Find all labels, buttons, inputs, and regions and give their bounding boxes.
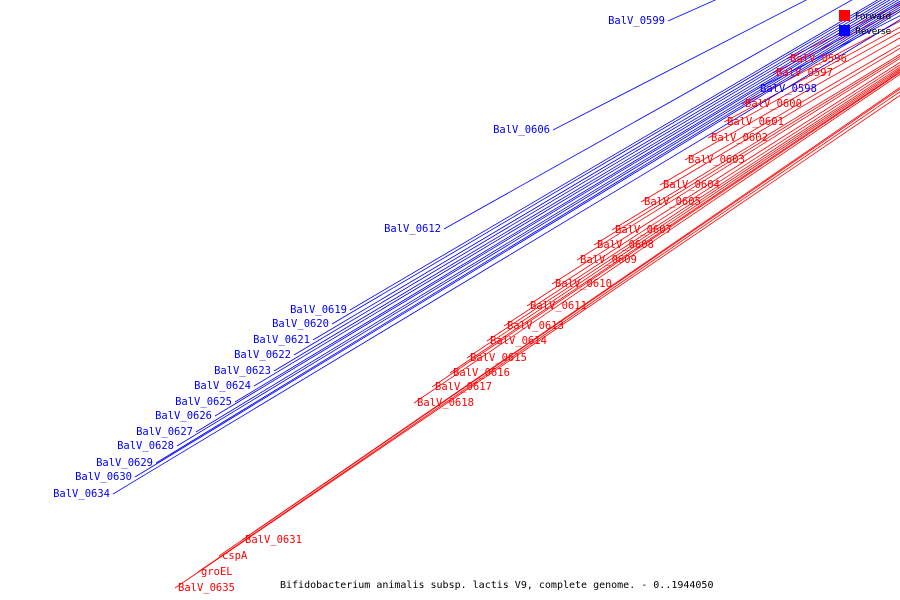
gene-balv-0621-leader [312,0,887,341]
gene-balv-0635-leader [174,94,900,589]
gene-balv-0614-label[interactable]: BalV_0614 [490,335,547,347]
gene-balv-0611-leader [526,64,900,307]
gene-balv-0624-label[interactable]: BalV_0624 [194,380,251,392]
gene-balv-0618-leader [413,73,900,404]
legend-swatch-reverse [839,25,850,36]
gene-balv-0602-label[interactable]: BalV_0602 [711,132,768,144]
gene-balv-0608-label[interactable]: BalV_0608 [597,239,654,251]
gene-balv-0612-leader [443,0,853,230]
gene-balv-0629-label[interactable]: BalV_0629 [96,457,153,469]
gene-cspa-label[interactable]: cspA [222,550,248,562]
gene-balv-0597-label[interactable]: BalV_0597 [776,67,833,79]
gene-balv-0604-leader [659,44,900,186]
gene-balv-0610-label[interactable]: BalV_0610 [555,278,612,290]
gene-balv-0620-leader [331,0,882,325]
gene-balv-0609-label[interactable]: BalV_0609 [580,254,637,266]
gene-balv-0596-label[interactable]: BalV_0596 [790,53,847,65]
gene-balv-0634-leader [112,19,900,495]
gene-balv-0618-label[interactable]: BalV_0618 [417,397,474,409]
gene-balv-0615-label[interactable]: BalV_0615 [470,352,527,364]
gene-groel-leader [197,91,900,573]
legend-item-reverse: Reverse [839,25,892,37]
gene-balv-0612-label[interactable]: BalV_0612 [384,223,441,235]
gene-balv-0616-label[interactable]: BalV_0616 [453,367,510,379]
gene-cspa-leader [218,88,900,557]
map-caption: Bifidobacterium animalis subsp. lactis V… [280,580,713,591]
gene-labels: BalV_0596 BalV_0597 BalV_0598 BalV_0599 BalV… [53,15,847,594]
gene-balv-0604-label[interactable]: BalV_0604 [663,179,720,191]
gene-balv-0610-leader [551,61,900,285]
gene-balv-0601-leader [723,26,900,123]
gene-balv-0606-leader [552,0,807,131]
gene-balv-0629-leader [155,8,900,464]
gene-balv-0631-label[interactable]: BalV_0631 [245,534,302,546]
gene-balv-0625-leader [234,0,900,403]
gene-balv-0605-label[interactable]: BalV_0605 [644,196,701,208]
gene-balv-0607-leader [611,53,900,231]
gene-balv-0619-leader [349,0,879,311]
gene-balv-0631-leader [241,86,900,541]
gene-balv-0598-label[interactable]: BalV_0598 [760,83,817,95]
gene-balv-0598-leader [756,15,900,90]
gene-balv-0628-label[interactable]: BalV_0628 [117,440,174,452]
gene-balv-0624-leader [253,0,899,387]
gene-balv-0617-label[interactable]: BalV_0617 [435,381,492,393]
gene-balv-0627-leader [195,4,900,433]
gene-balv-0613-label[interactable]: BalV_0613 [507,320,564,332]
gene-balv-0617-leader [431,72,900,388]
gene-balv-0605-leader [640,47,900,203]
label-leaders [112,0,900,589]
gene-balv-0599-label[interactable]: BalV_0599 [608,15,665,27]
gene-balv-0625-label[interactable]: BalV_0625 [175,396,232,408]
gene-balv-0601-label[interactable]: BalV_0601 [727,116,784,128]
gene-balv-0626-leader [214,2,900,417]
gene-balv-0628-leader [176,6,900,447]
legend-label-forward: Forward [855,12,891,22]
gene-balv-0622-leader [293,0,891,356]
gene-balv-0613-leader [503,66,900,327]
gene-balv-0600-label[interactable]: BalV_0600 [745,98,802,110]
gene-balv-0630-label[interactable]: BalV_0630 [75,471,132,483]
legend-swatch-forward [839,10,850,21]
gene-balv-0603-leader [684,37,900,161]
gene-balv-0609-leader [576,57,900,261]
gene-balv-0623-label[interactable]: BalV_0623 [214,365,271,377]
gene-balv-0630-leader [134,11,900,478]
gene-balv-0635-label[interactable]: BalV_0635 [178,582,235,594]
gene-balv-0616-leader [449,71,900,374]
legend-label-reverse: Reverse [855,27,892,37]
gene-balv-0622-label[interactable]: BalV_0622 [234,349,291,361]
gene-balv-0627-label[interactable]: BalV_0627 [136,426,193,438]
gene-balv-0626-label[interactable]: BalV_0626 [155,410,212,422]
gene-balv-0607-label[interactable]: BalV_0607 [615,224,672,236]
gene-balv-0602-leader [707,31,900,139]
gene-balv-0611-label[interactable]: BalV_0611 [530,300,587,312]
gene-balv-0608-leader [593,55,900,246]
gene-balv-0623-leader [273,0,895,372]
gene-balv-0621-label[interactable]: BalV_0621 [253,334,310,346]
gene-balv-0615-leader [466,69,900,359]
legend-item-forward: Forward [839,10,891,22]
gene-balv-0614-leader [486,68,900,342]
legend: Forward Reverse [839,10,892,37]
gene-balv-0600-leader [741,20,900,105]
gene-balv-0634-label[interactable]: BalV_0634 [53,488,110,500]
gene-balv-0619-label[interactable]: BalV_0619 [290,304,347,316]
gene-balv-0606-label[interactable]: BalV_0606 [493,124,550,136]
gene-groel-label[interactable]: groEL [201,566,233,578]
gene-balv-0620-label[interactable]: BalV_0620 [272,318,329,330]
gene-balv-0603-label[interactable]: BalV_0603 [688,154,745,166]
